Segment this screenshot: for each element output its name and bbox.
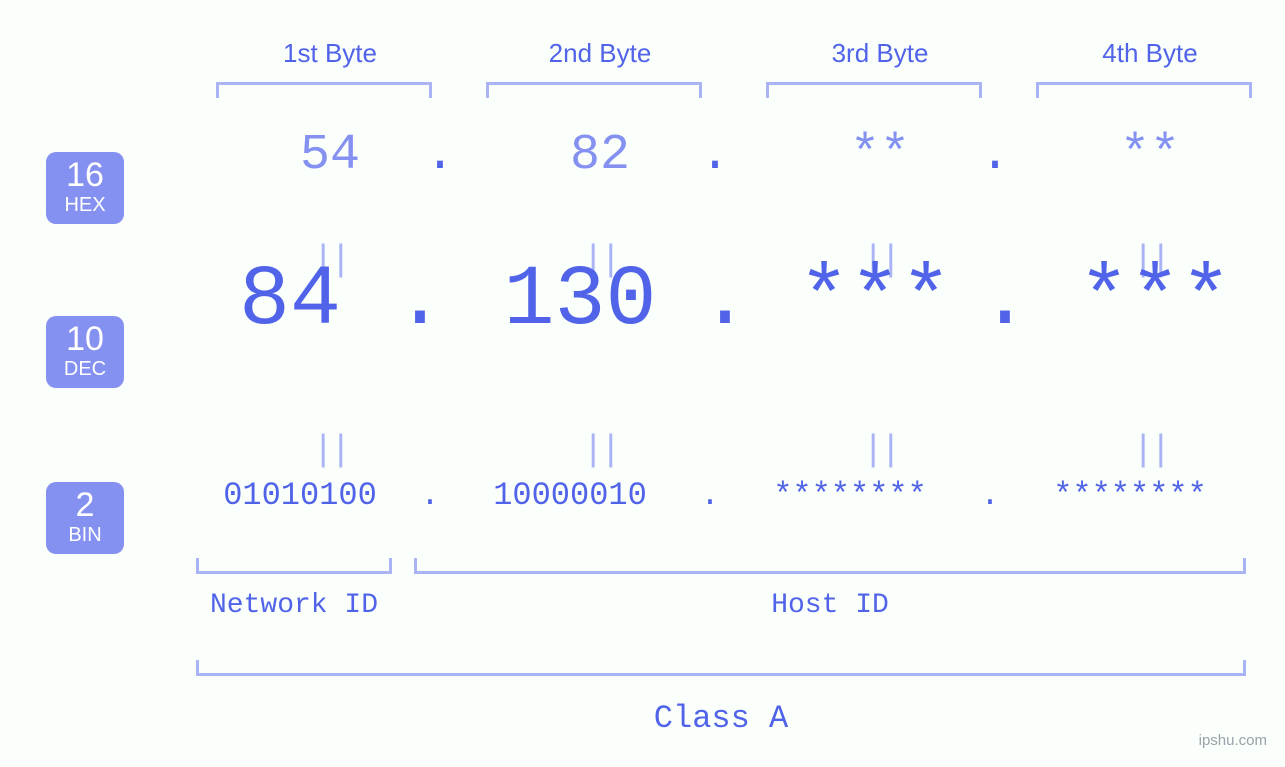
badge-bin: 2 BIN: [46, 482, 124, 554]
watermark: ipshu.com: [1199, 732, 1267, 749]
dec-byte-3: ***: [755, 252, 995, 349]
equals-2-4: ||: [1030, 430, 1270, 471]
dec-dot-3: .: [970, 252, 1040, 349]
dec-byte-4: ***: [1035, 252, 1275, 349]
bin-dot-3: .: [970, 477, 1010, 514]
class-bracket: [196, 660, 1246, 676]
byte-label-4: 4th Byte: [1030, 38, 1270, 69]
network-id-label: Network ID: [196, 590, 392, 621]
bin-dot-2: .: [690, 477, 730, 514]
dec-byte-2: 130: [450, 252, 710, 349]
top-bracket-2: [486, 82, 702, 98]
hex-dot-2: .: [680, 127, 750, 184]
dec-byte-1: 84: [180, 252, 400, 349]
hex-byte-4: **: [1030, 127, 1270, 184]
bin-byte-1: 01010100: [180, 477, 420, 514]
top-bracket-3: [766, 82, 982, 98]
byte-label-1: 1st Byte: [210, 38, 450, 69]
equals-2-1: ||: [210, 430, 450, 471]
ip-diagram: 1st Byte 2nd Byte 3rd Byte 4th Byte 16 H…: [0, 0, 1285, 767]
host-id-bracket: [414, 558, 1246, 574]
bin-byte-4: ********: [1010, 477, 1250, 514]
network-id-bracket: [196, 558, 392, 574]
badge-bin-num: 2: [46, 488, 124, 522]
equals-2-2: ||: [480, 430, 720, 471]
badge-hex: 16 HEX: [46, 152, 124, 224]
hex-dot-1: .: [405, 127, 475, 184]
badge-dec: 10 DEC: [46, 316, 124, 388]
badge-hex-label: HEX: [46, 194, 124, 216]
bin-dot-1: .: [410, 477, 450, 514]
equals-2-3: ||: [760, 430, 1000, 471]
badge-bin-label: BIN: [46, 524, 124, 546]
dec-dot-2: .: [690, 252, 760, 349]
byte-label-2: 2nd Byte: [480, 38, 720, 69]
badge-dec-label: DEC: [46, 358, 124, 380]
byte-label-3: 3rd Byte: [760, 38, 1000, 69]
bin-byte-3: ********: [730, 477, 970, 514]
top-bracket-4: [1036, 82, 1252, 98]
top-bracket-1: [216, 82, 432, 98]
dec-dot-1: .: [385, 252, 455, 349]
class-label: Class A: [196, 700, 1246, 737]
bin-byte-2: 10000010: [450, 477, 690, 514]
hex-dot-3: .: [960, 127, 1030, 184]
host-id-label: Host ID: [414, 590, 1246, 621]
badge-dec-num: 10: [46, 322, 124, 356]
badge-hex-num: 16: [46, 158, 124, 192]
